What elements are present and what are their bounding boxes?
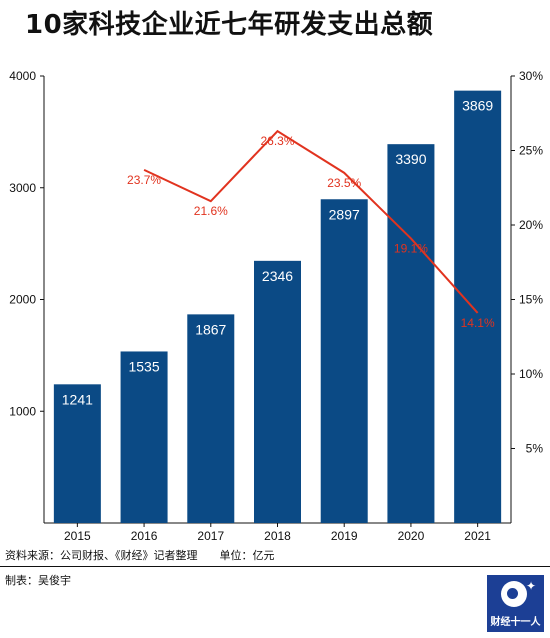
x-tick-label: 2020 xyxy=(398,529,425,543)
bar-value-label: 1867 xyxy=(195,321,226,337)
footer-divider xyxy=(0,566,550,567)
source-text: 资料来源：公司财报、《财经》记者整理 xyxy=(5,549,198,562)
y-right-tick-label: 5% xyxy=(526,442,544,456)
bar-value-label: 2346 xyxy=(262,268,293,284)
bar-value-label: 3390 xyxy=(395,151,426,167)
y-right-tick-label: 15% xyxy=(519,293,543,307)
growth-rate-label: 14.1% xyxy=(461,316,495,330)
x-tick-label: 2016 xyxy=(131,529,158,543)
bar-value-label: 2897 xyxy=(329,206,360,222)
growth-rate-line xyxy=(143,129,479,314)
growth-rate-label: 19.1% xyxy=(394,241,428,255)
logo-brand-text: 财经十一人 xyxy=(490,617,541,628)
maker-credit: 制表：吴俊宇 xyxy=(5,574,71,587)
x-tick-label: 2017 xyxy=(197,529,224,543)
growth-rate-label: 21.6% xyxy=(194,204,228,218)
y-right-tick-label: 30% xyxy=(519,69,543,83)
growth-rate-label: 26.3% xyxy=(260,134,294,148)
chart-title: 10家科技企业近七年研发支出总额 xyxy=(25,10,434,40)
bar xyxy=(254,260,301,523)
bar xyxy=(320,199,368,523)
y-right-tick-label: 20% xyxy=(519,218,543,232)
chart-area: 1000 2000 3000 4000 5% 10% 15% 20% 25% 30% 1241 201… xyxy=(9,69,544,543)
bar xyxy=(454,90,502,523)
growth-rate-label: 23.7% xyxy=(127,173,161,187)
bar xyxy=(387,144,435,524)
bar xyxy=(53,384,101,523)
growth-rate-label: 23.5% xyxy=(327,176,361,190)
x-tick-label: 2018 xyxy=(264,529,291,543)
y-right-tick-label: 10% xyxy=(519,367,543,381)
y-left-tick-label: 4000 xyxy=(9,69,36,83)
source-note: 资料来源：公司财报、《财经》记者整理 单位：亿元 xyxy=(5,547,275,563)
bar xyxy=(120,351,168,523)
y-right-tick-label: 25% xyxy=(519,144,543,158)
x-tick-label: 2019 xyxy=(331,529,358,543)
y-left-tick-label: 2000 xyxy=(9,293,36,307)
bar-value-label: 3869 xyxy=(462,98,493,114)
runner-icon: ✦ xyxy=(526,579,537,593)
y-left-tick-label: 1000 xyxy=(9,404,36,418)
globe-icon xyxy=(501,581,527,607)
bar-value-label: 1241 xyxy=(62,391,93,407)
x-tick-label: 2021 xyxy=(464,529,491,543)
y-left-tick-label: 3000 xyxy=(9,181,36,195)
publisher-logo: ✦ 财经十一人 xyxy=(487,575,544,632)
x-tick-label: 2015 xyxy=(64,529,91,543)
bar xyxy=(187,314,235,523)
bar-value-label: 1535 xyxy=(128,358,159,374)
unit-text: 单位：亿元 xyxy=(219,549,275,562)
